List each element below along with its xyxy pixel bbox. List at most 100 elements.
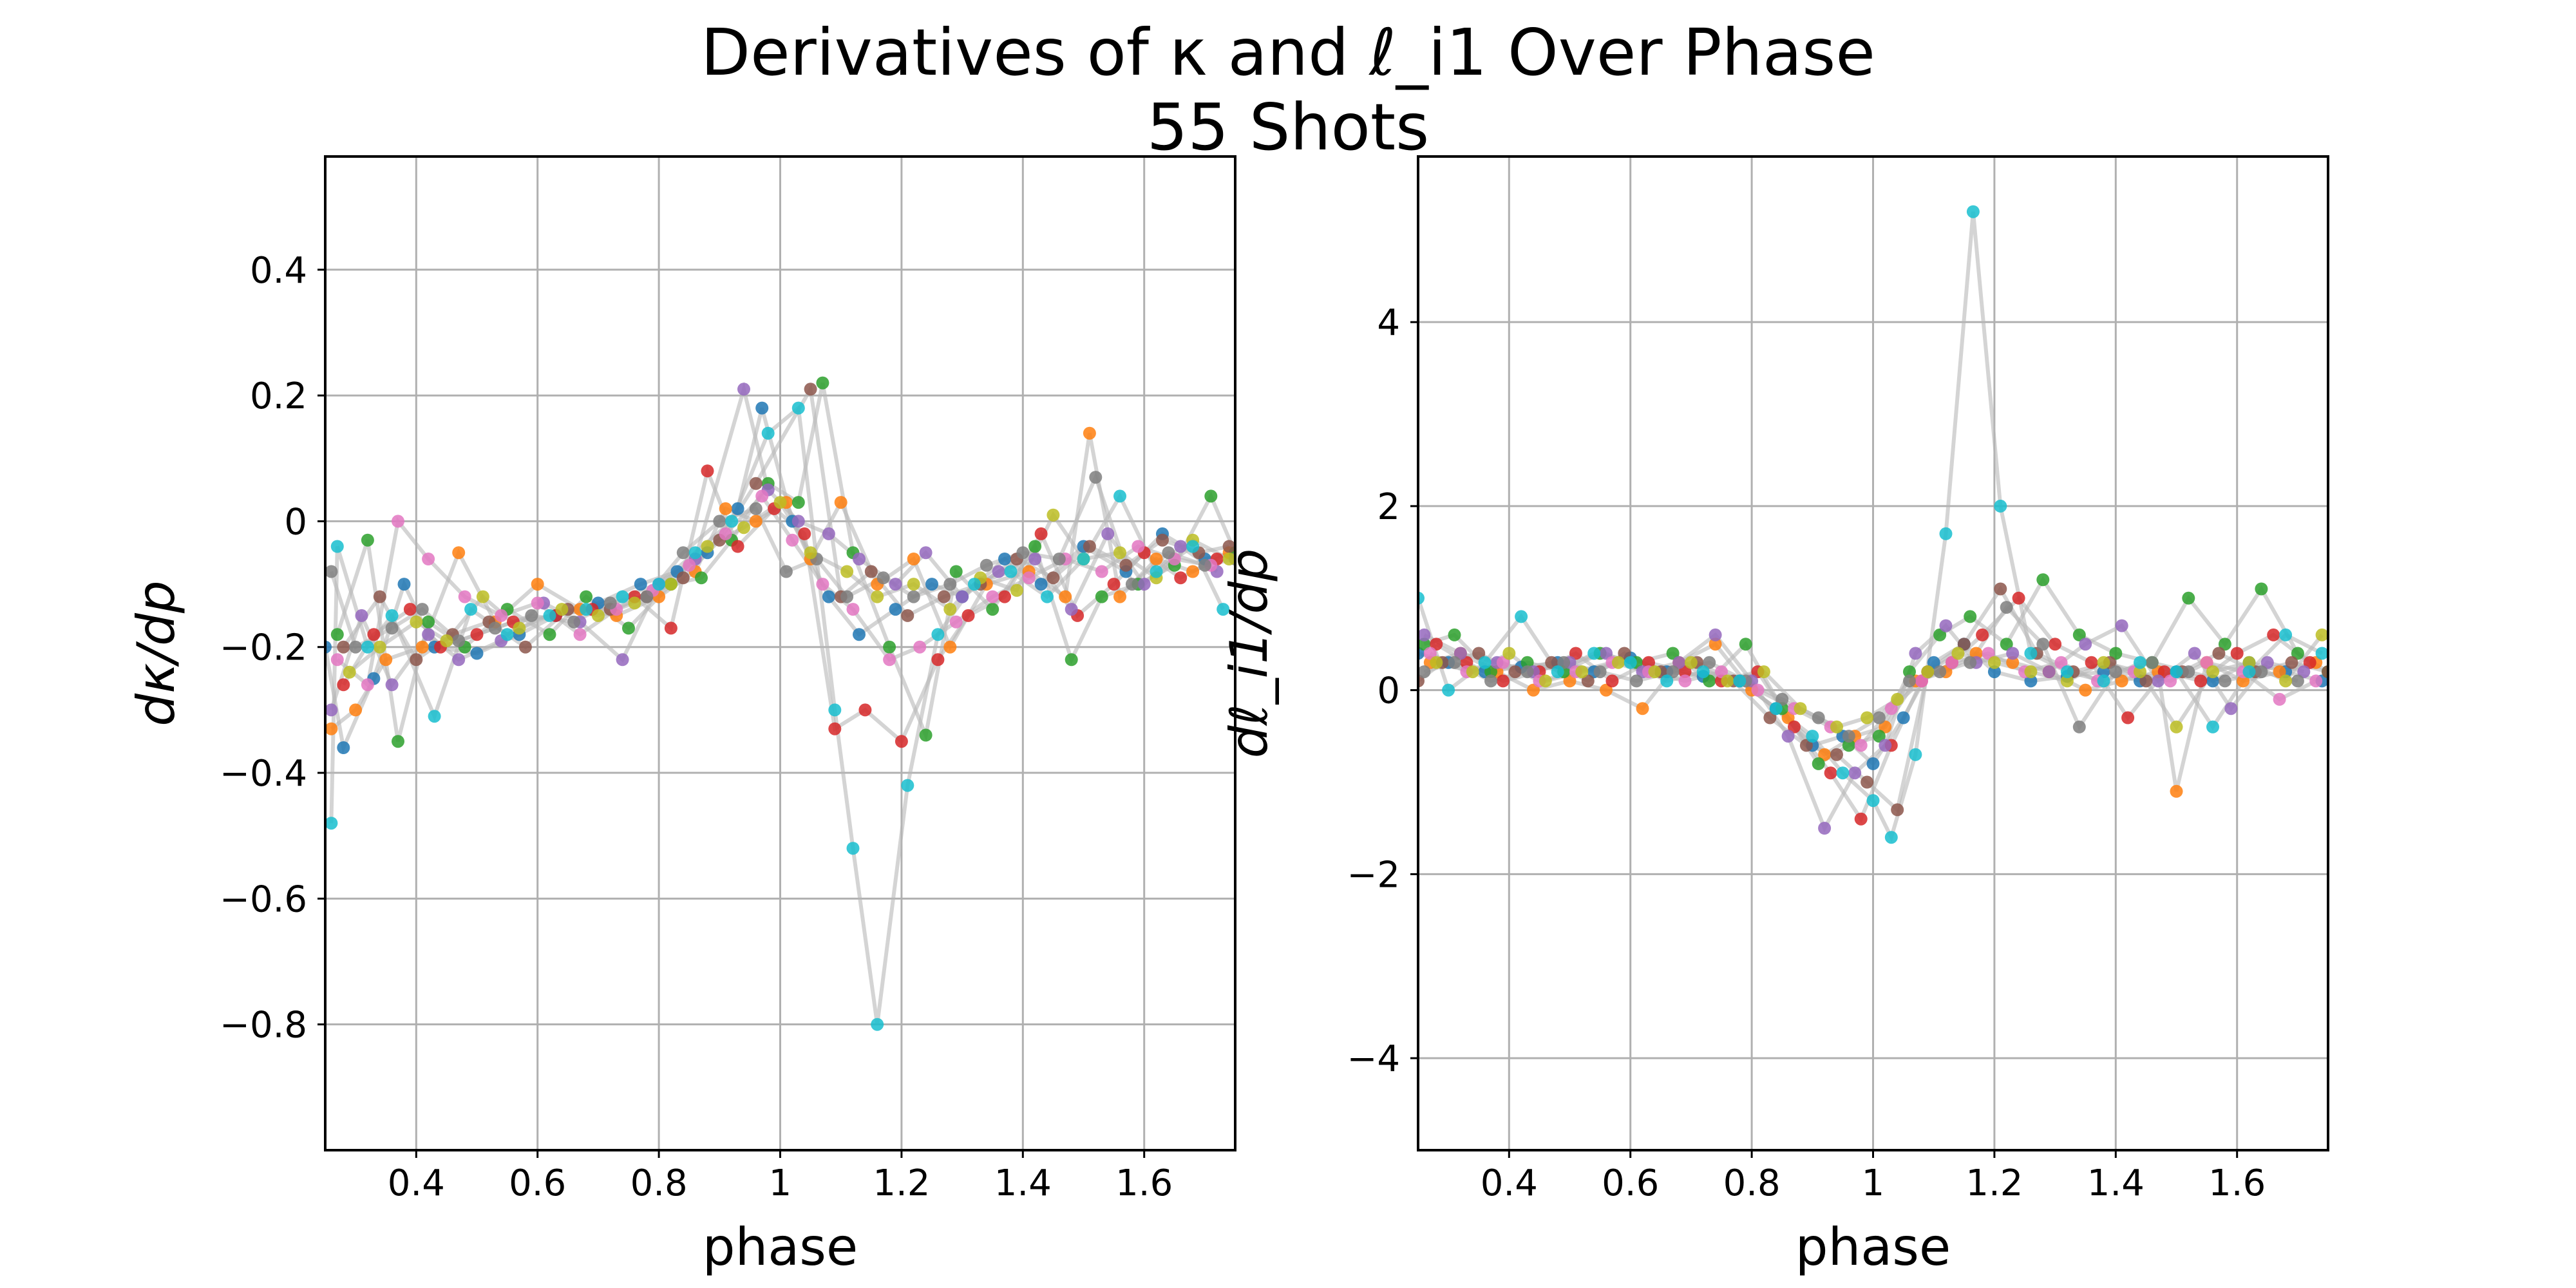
data-point: [330, 653, 344, 667]
data-point: [428, 710, 441, 723]
data-point: [1046, 571, 1060, 585]
data-point: [871, 590, 884, 603]
data-point: [1891, 692, 1904, 706]
data-point: [1545, 656, 1558, 669]
data-point: [2237, 674, 2250, 688]
data-point: [986, 590, 999, 603]
data-point: [840, 590, 854, 603]
data-point: [2115, 619, 2128, 632]
x-tick-label: 0.8: [1723, 1162, 1781, 1204]
data-point: [1709, 628, 1722, 641]
data-point: [1113, 546, 1126, 560]
data-point: [1964, 656, 1977, 669]
data-point: [1861, 711, 1874, 724]
data-point: [913, 640, 927, 654]
data-point: [1806, 730, 1819, 743]
data-point: [1600, 647, 1613, 660]
x-tick-label: 0.6: [1602, 1162, 1659, 1204]
data-point: [1460, 656, 1473, 669]
data-point: [1430, 638, 1443, 651]
data-point: [956, 590, 969, 603]
data-point: [2315, 628, 2328, 641]
data-point: [1600, 683, 1613, 697]
data-point: [1034, 527, 1048, 540]
data-point: [2182, 665, 2195, 679]
y-tick-label: 4: [1377, 302, 1400, 344]
data-point: [931, 628, 945, 641]
data-point: [1484, 665, 1497, 679]
data-point: [2206, 665, 2219, 679]
data-point: [2194, 674, 2208, 688]
data-point: [864, 565, 878, 578]
data-point: [1010, 583, 1023, 597]
data-point: [385, 678, 399, 692]
data-point: [2049, 638, 2062, 651]
data-point: [361, 533, 374, 547]
data-point: [1818, 822, 1832, 835]
data-point: [676, 546, 690, 560]
data-point: [1830, 720, 1843, 734]
data-point: [664, 621, 677, 635]
data-point: [853, 553, 866, 565]
data-point: [1083, 426, 1096, 440]
data-point: [1897, 711, 1910, 724]
data-point: [2285, 656, 2298, 669]
data-point: [1502, 647, 1516, 660]
data-point: [1987, 665, 2001, 679]
data-point: [2291, 674, 2304, 688]
data-point: [337, 640, 350, 654]
data-point: [1611, 656, 1625, 669]
data-point: [1915, 674, 1928, 688]
data-point: [397, 578, 411, 591]
data-point: [2267, 628, 2280, 641]
data-point: [349, 703, 363, 717]
data-point: [749, 502, 762, 515]
data-point: [1581, 674, 1595, 688]
data-point: [1430, 656, 1443, 669]
series-line: [348, 499, 1230, 674]
data-point: [2224, 702, 2238, 715]
data-point: [828, 722, 842, 735]
data-point: [2206, 720, 2219, 734]
data-point: [1884, 702, 1898, 715]
data-point: [1696, 665, 1710, 679]
data-point: [664, 578, 677, 591]
data-point: [2079, 638, 2092, 651]
data-point: [1939, 619, 1953, 632]
y-tick-label: 0: [284, 501, 307, 543]
data-point: [2115, 674, 2128, 688]
data-point: [1137, 578, 1151, 591]
data-point: [883, 653, 896, 667]
x-tick-label: 1.4: [994, 1162, 1052, 1204]
series-line: [329, 404, 1225, 1025]
data-point: [2054, 656, 2068, 669]
data-point: [325, 640, 332, 654]
data-point: [846, 603, 860, 616]
data-point: [1186, 565, 1200, 578]
data-point: [1101, 527, 1115, 540]
data-point: [1478, 656, 1492, 669]
data-point: [452, 653, 466, 667]
data-point: [1982, 647, 1995, 660]
data-point: [901, 779, 914, 792]
data-point: [1125, 578, 1139, 591]
data-point: [1854, 812, 1868, 826]
x-tick-label: 1.6: [2208, 1162, 2266, 1204]
data-point: [1004, 565, 1018, 578]
data-point: [1957, 638, 1971, 651]
data-point: [1077, 553, 1090, 565]
data-point: [1162, 546, 1175, 560]
data-point: [1891, 803, 1904, 817]
data-point: [761, 426, 775, 440]
data-point: [2242, 665, 2256, 679]
data-point: [1966, 205, 1980, 218]
data-point: [410, 615, 423, 629]
data-point: [755, 401, 769, 415]
data-point: [1119, 558, 1133, 572]
data-point: [816, 578, 829, 591]
data-point: [1174, 571, 1188, 585]
series-line: [341, 383, 1230, 663]
data-point: [616, 590, 629, 603]
data-point: [2188, 647, 2201, 660]
